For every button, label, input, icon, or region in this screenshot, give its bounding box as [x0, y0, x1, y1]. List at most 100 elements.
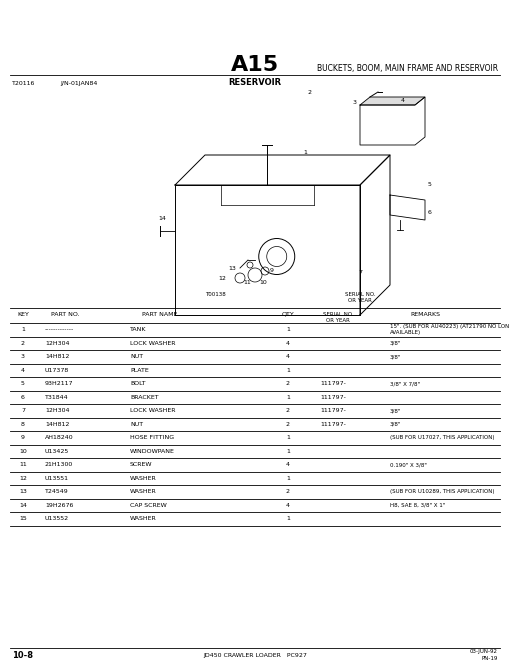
Text: 2: 2	[307, 90, 312, 96]
Text: PART NAME: PART NAME	[142, 312, 177, 317]
Text: 03-JUN-92: 03-JUN-92	[469, 649, 497, 655]
Text: LOCK WASHER: LOCK WASHER	[130, 341, 175, 346]
Text: PLATE: PLATE	[130, 368, 149, 373]
Text: 4: 4	[21, 368, 25, 373]
Text: 7: 7	[21, 409, 25, 413]
Text: 14H812: 14H812	[45, 422, 69, 427]
Text: WASHER: WASHER	[130, 476, 156, 480]
Text: 6: 6	[21, 395, 25, 400]
Text: 3/8": 3/8"	[389, 341, 401, 346]
Text: NUT: NUT	[130, 422, 143, 427]
Text: 9: 9	[21, 435, 25, 440]
Text: J/N-01JAN84: J/N-01JAN84	[60, 81, 97, 86]
Text: T31844: T31844	[45, 395, 69, 400]
Text: 14: 14	[19, 503, 27, 508]
Text: 1: 1	[286, 395, 290, 400]
Text: AH18240: AH18240	[45, 435, 73, 440]
Text: CAP SCREW: CAP SCREW	[130, 503, 166, 508]
Text: 13: 13	[228, 265, 236, 271]
Text: (SUB FOR U17027, THIS APPLICATION): (SUB FOR U17027, THIS APPLICATION)	[389, 435, 494, 440]
Text: 1: 1	[286, 516, 290, 521]
Text: PART NO.: PART NO.	[50, 312, 79, 317]
Text: JD450 CRAWLER LOADER   PC927: JD450 CRAWLER LOADER PC927	[203, 653, 306, 657]
Text: QTY: QTY	[281, 312, 294, 317]
Text: 3/8": 3/8"	[389, 354, 401, 359]
Text: WASHER: WASHER	[130, 516, 156, 521]
Text: REMARKS: REMARKS	[409, 312, 439, 317]
Text: 2: 2	[286, 489, 290, 494]
Text: 13: 13	[19, 489, 27, 494]
Text: U17378: U17378	[45, 368, 69, 373]
Text: 7: 7	[357, 271, 361, 275]
Text: 4: 4	[400, 98, 404, 102]
Text: BUCKETS, BOOM, MAIN FRAME AND RESERVOIR: BUCKETS, BOOM, MAIN FRAME AND RESERVOIR	[316, 64, 497, 73]
Text: 93H2117: 93H2117	[45, 381, 73, 386]
Text: U13425: U13425	[45, 449, 69, 454]
Text: 10: 10	[19, 449, 27, 454]
Text: KEY: KEY	[17, 312, 29, 317]
Text: 2: 2	[286, 422, 290, 427]
Text: T20116: T20116	[12, 81, 35, 86]
Text: SCREW: SCREW	[130, 462, 152, 467]
Text: 14: 14	[158, 216, 165, 220]
Text: 12: 12	[19, 476, 27, 480]
Text: 21H1300: 21H1300	[45, 462, 73, 467]
Text: 1: 1	[286, 435, 290, 440]
Text: 6: 6	[427, 209, 431, 214]
Text: SERIAL NO.: SERIAL NO.	[344, 292, 375, 297]
Text: 3: 3	[352, 100, 356, 104]
Text: 4: 4	[286, 503, 290, 508]
Text: 0.190" X 3/8": 0.190" X 3/8"	[389, 462, 426, 467]
Text: PN-19: PN-19	[480, 655, 497, 660]
Text: H8, SAE 8, 3/8" X 1": H8, SAE 8, 3/8" X 1"	[389, 503, 444, 508]
Text: 12: 12	[218, 275, 225, 280]
Text: T00138: T00138	[204, 292, 225, 297]
Text: (SUB FOR U10289, THIS APPLICATION): (SUB FOR U10289, THIS APPLICATION)	[389, 489, 494, 494]
Text: A15: A15	[231, 55, 278, 75]
Text: 12H304: 12H304	[45, 341, 69, 346]
Text: 1: 1	[286, 449, 290, 454]
Text: 2: 2	[21, 341, 25, 346]
Text: 1: 1	[286, 476, 290, 480]
Text: 11: 11	[243, 280, 250, 286]
Text: 4: 4	[286, 341, 290, 346]
Text: 14H812: 14H812	[45, 354, 69, 359]
Text: BRACKET: BRACKET	[130, 395, 158, 400]
Text: TANK: TANK	[130, 327, 146, 332]
Text: SERIAL NO.
OR YEAR: SERIAL NO. OR YEAR	[322, 312, 353, 323]
Text: 10-8: 10-8	[12, 651, 33, 659]
Text: 12H304: 12H304	[45, 409, 69, 413]
Text: 3/8" X 7/8": 3/8" X 7/8"	[389, 381, 419, 386]
Text: 1: 1	[286, 368, 290, 373]
Text: U13552: U13552	[45, 516, 69, 521]
Text: 3: 3	[21, 354, 25, 359]
Text: 9: 9	[269, 267, 273, 273]
Text: 1: 1	[286, 327, 290, 332]
Text: 111797-: 111797-	[319, 422, 345, 427]
Text: 111797-: 111797-	[319, 381, 345, 386]
Text: U13551: U13551	[45, 476, 69, 480]
Text: 2: 2	[286, 381, 290, 386]
Text: LOCK WASHER: LOCK WASHER	[130, 409, 175, 413]
Text: OR YEAR: OR YEAR	[347, 298, 371, 303]
Text: 15: 15	[19, 516, 27, 521]
Text: 3/8": 3/8"	[389, 409, 401, 413]
Text: HOSE FITTING: HOSE FITTING	[130, 435, 174, 440]
Text: 4: 4	[286, 354, 290, 359]
Text: 5: 5	[427, 183, 431, 187]
Polygon shape	[359, 97, 424, 105]
Text: T24549: T24549	[45, 489, 69, 494]
Text: 2: 2	[286, 409, 290, 413]
Text: 111797-: 111797-	[319, 409, 345, 413]
Text: RESERVOIR: RESERVOIR	[228, 78, 281, 87]
Text: WASHER: WASHER	[130, 489, 156, 494]
Text: 11: 11	[19, 462, 27, 467]
Text: NUT: NUT	[130, 354, 143, 359]
Text: 8: 8	[21, 422, 25, 427]
Text: 1: 1	[21, 327, 25, 332]
Text: -------------: -------------	[45, 327, 74, 332]
Text: 111797-: 111797-	[319, 395, 345, 400]
Text: 1: 1	[302, 150, 306, 154]
Text: 15". (SUB FOR AU40223) (AT21790 NO LONGER
AVAILABLE): 15". (SUB FOR AU40223) (AT21790 NO LONGE…	[389, 324, 509, 335]
Text: BOLT: BOLT	[130, 381, 146, 386]
